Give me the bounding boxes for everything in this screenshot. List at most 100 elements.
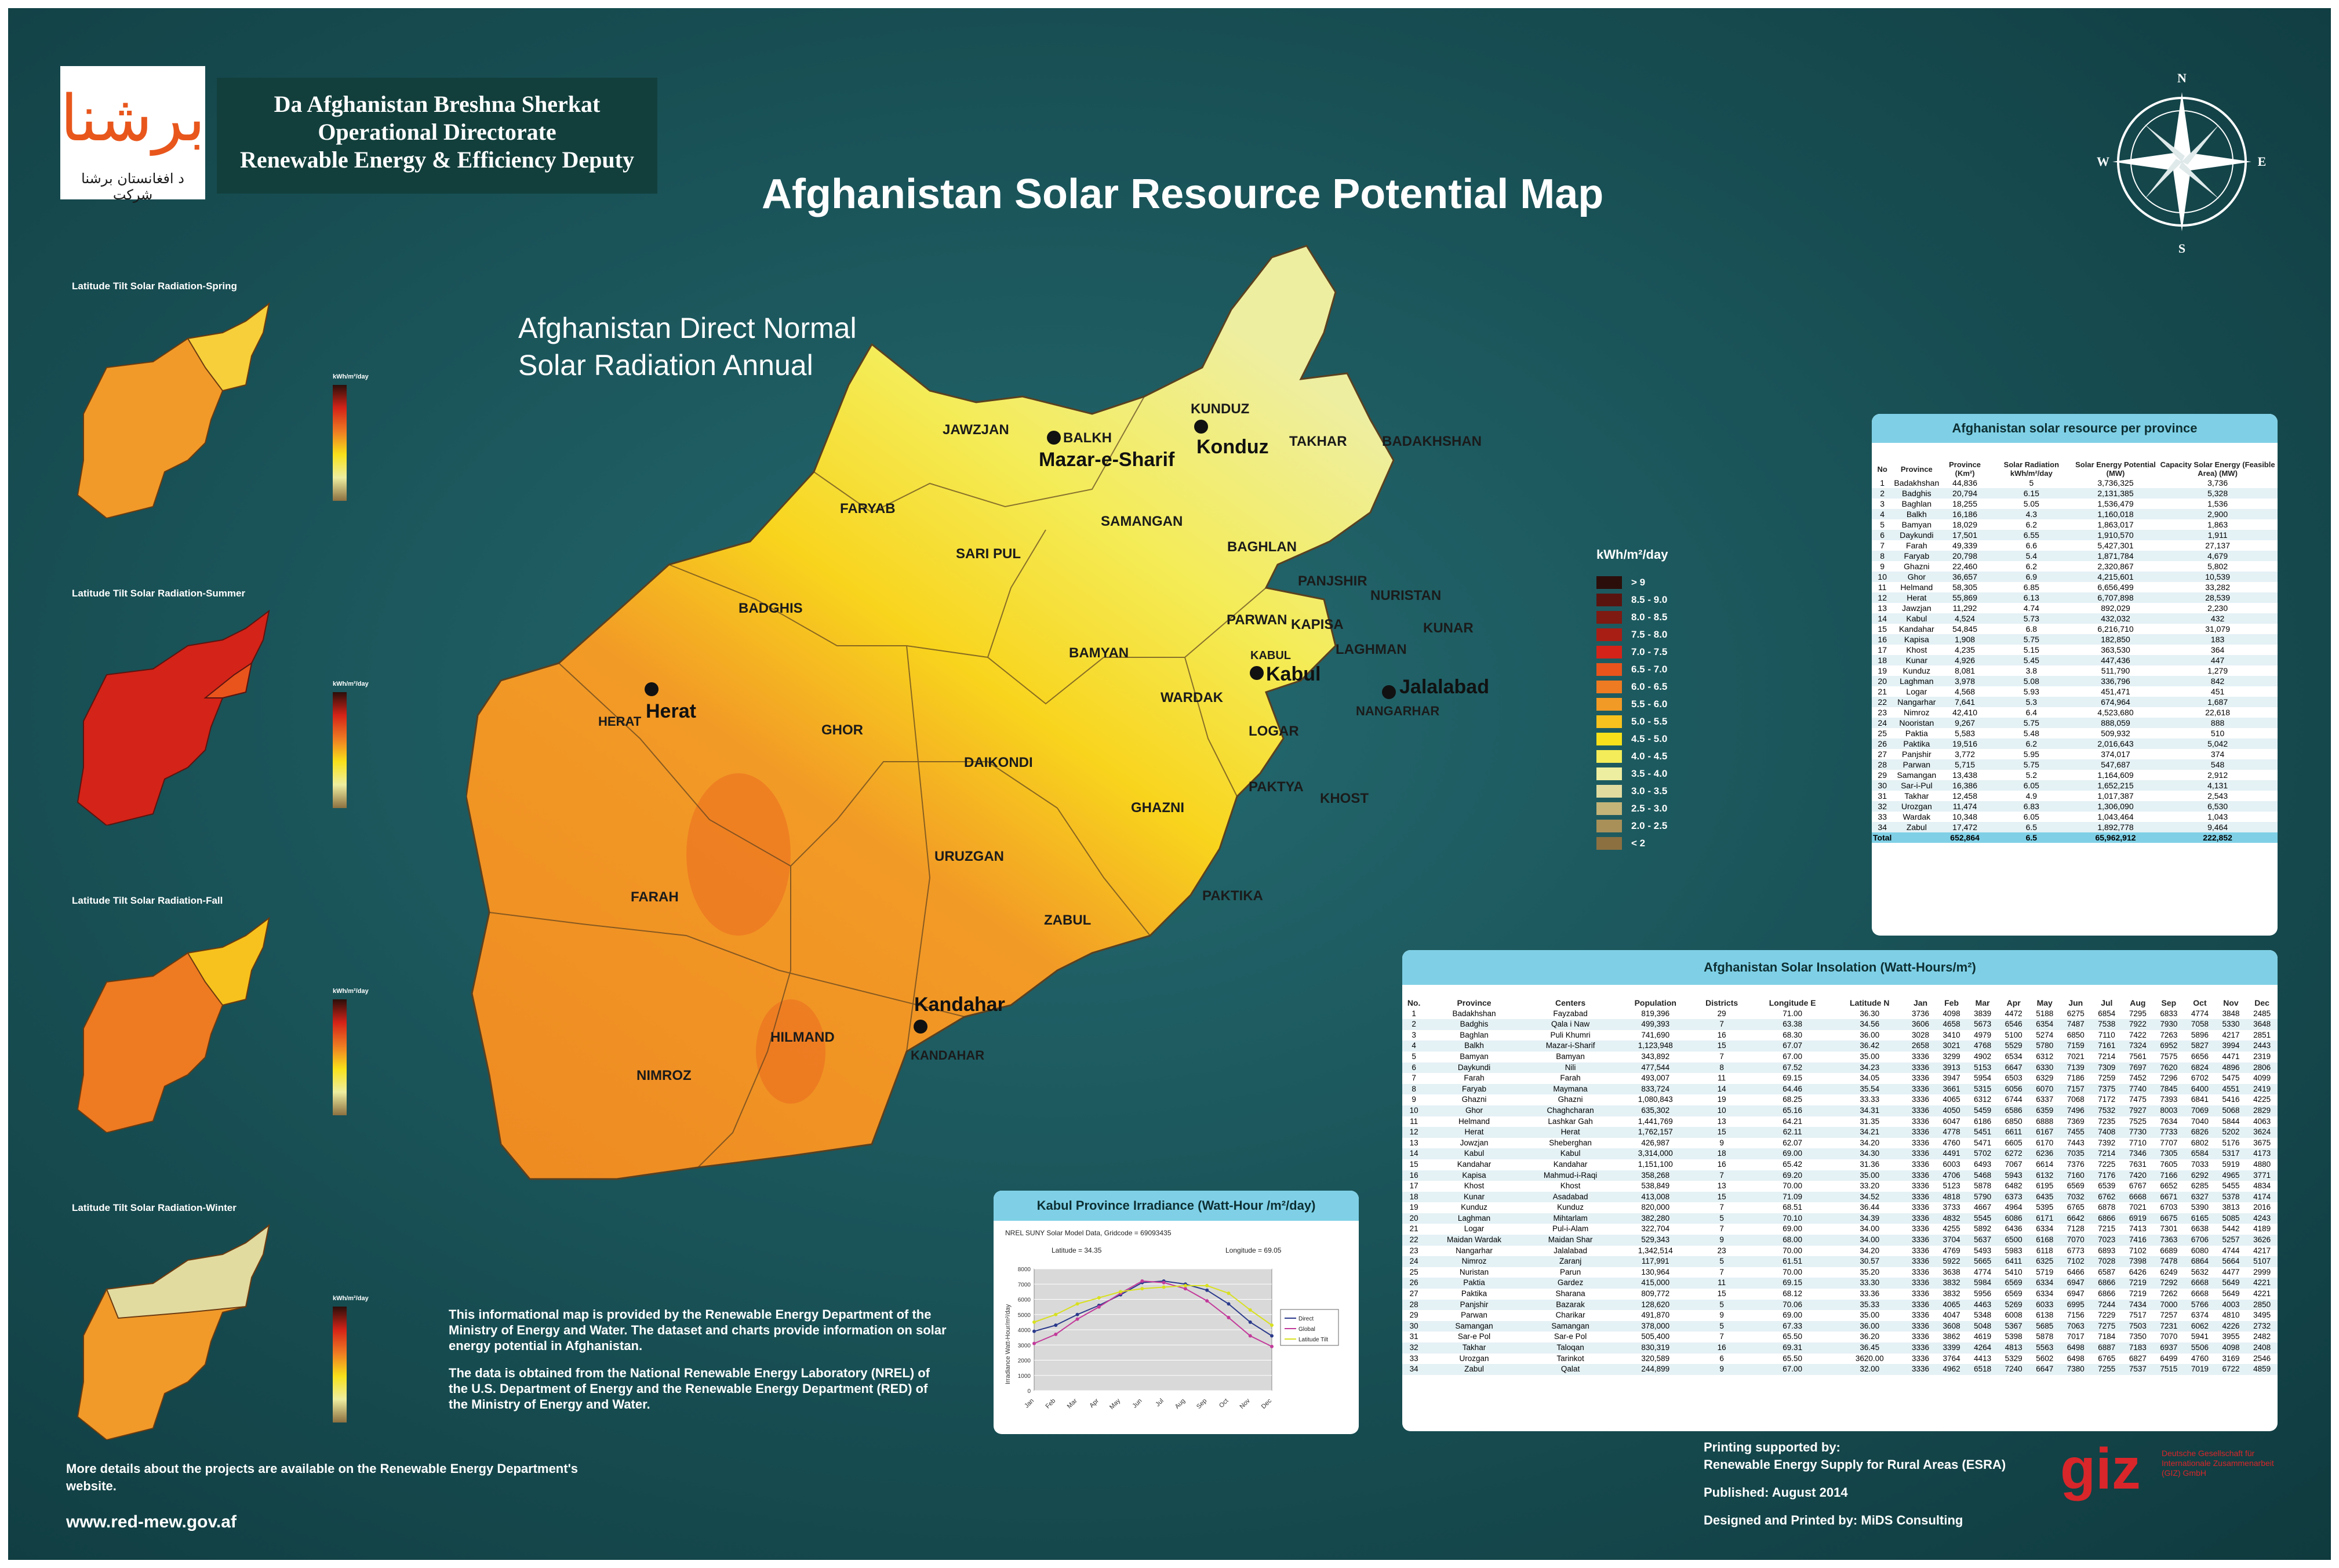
table-cell: 36.45	[1834, 1343, 1905, 1354]
table-cell: 34.30	[1834, 1148, 1905, 1159]
thumbnail-winter: Latitude Tilt Solar Radiation-Winter kWh…	[72, 1202, 396, 1446]
table-cell: 5673	[1967, 1019, 1998, 1030]
legend-swatch	[1596, 646, 1622, 659]
table-cell: 7040	[2191, 1116, 2209, 1126]
table-cell: 6824	[2184, 1062, 2216, 1074]
table-cell: 322,704	[1641, 1224, 1670, 1234]
table-cell: 547,687	[2073, 759, 2158, 770]
table-cell: 6765	[2067, 1203, 2085, 1212]
table-cell: 6086	[1998, 1213, 2029, 1224]
table-cell: 7292	[2153, 1278, 2185, 1289]
table-cell: 6493	[1974, 1159, 1992, 1169]
table-cell: 3661	[1936, 1083, 1967, 1095]
table-cell: 8,081	[1955, 666, 1976, 675]
table-cell: 6833	[2160, 1009, 2178, 1018]
table-cell: 1,652,215	[2073, 780, 2158, 791]
table-cell: 34.00	[1860, 1224, 1880, 1234]
province-boundaries	[489, 396, 1267, 1168]
data-point	[1248, 1334, 1252, 1338]
org-line: Da Afghanistan Breshna Sherkat	[274, 91, 601, 117]
table-cell: 5,042	[2158, 738, 2278, 749]
table-cell: Qala i Naw	[1522, 1019, 1618, 1030]
thumbnail-legend-title: kWh/m²/day	[333, 1295, 369, 1302]
table-cell: 3,314,000	[1618, 1148, 1693, 1159]
table-cell: 28,539	[2158, 592, 2278, 603]
table-cell: 5956	[1974, 1289, 1992, 1298]
table-cell: 1,043,464	[2097, 812, 2134, 821]
table-cell: 3336	[1905, 1191, 1936, 1203]
legend-row: 2.5 - 3.0	[1596, 800, 1668, 817]
table-cell: 6,216,710	[2097, 624, 2134, 634]
table-cell: Badakhshan	[1894, 478, 1940, 488]
table-cell: 6947	[2060, 1278, 2091, 1289]
province-label: KABUL	[1250, 649, 1291, 662]
table-body: 1 Badakhshan 44,836 5 3,736,325 3,736 2 Badghis…	[1872, 478, 2278, 843]
thumbnail-title: Latitude Tilt Solar Radiation-Summer	[72, 588, 246, 599]
table-cell: 4962	[1936, 1364, 1967, 1375]
table-cell: 3336	[1912, 1311, 1930, 1320]
table-cell: 833,724	[1618, 1083, 1693, 1095]
table-cell: 67.00	[1783, 1052, 1803, 1061]
kabul-panel-title: Kabul Province Irradiance (Watt-Hour /m²…	[994, 1191, 1359, 1221]
table-cell: 27	[1878, 750, 1887, 759]
thumbnail-legend-title: kWh/m²/day	[333, 681, 369, 687]
table-cell: 3336	[1905, 1062, 1936, 1074]
table-row: 11 Helmand 58,305 6.85 6,656,499 33,282	[1872, 582, 2278, 592]
table-cell: 6569	[2005, 1289, 2022, 1298]
table-cell: 6170	[2036, 1138, 2054, 1147]
giz-logo: giz	[2060, 1436, 2141, 1501]
table-cell: 12	[1872, 592, 1893, 603]
table-cell: 5315	[1967, 1083, 1998, 1095]
website-link[interactable]: www.red-mew.gov.af	[66, 1512, 237, 1531]
table-cell: Kapisa	[1893, 634, 1941, 645]
legend-swatch	[1596, 767, 1622, 780]
insolation-table: No. Province Centers Population Districts Lon…	[1402, 998, 2278, 1375]
table-cell: 21	[1409, 1224, 1418, 1234]
table-cell: 5.15	[2023, 645, 2039, 654]
y-tick-label: 6000	[1018, 1297, 1031, 1304]
table-cell: 635,302	[1618, 1105, 1693, 1116]
table-row: 17 Khost Khost 538,849 13 70.00 33.20 3336 5123 5…	[1402, 1181, 2278, 1192]
table-cell: 6.05	[2023, 812, 2039, 821]
table-cell: 5.2	[2025, 770, 2038, 780]
legend-title: kWh/m²/day	[1596, 547, 1668, 562]
table-row: 13 Jawzjan 11,292 4.74 892,029 2,230	[1872, 603, 2278, 613]
table-cell: 3,736	[2207, 478, 2228, 488]
table-cell: Khost	[1560, 1181, 1581, 1191]
table-cell: 29	[1878, 770, 1887, 780]
table-cell: 5367	[1998, 1320, 2029, 1332]
table-header-cell: Province	[1900, 464, 1933, 474]
table-cell: 14	[1872, 613, 1893, 624]
legend-row: 4.0 - 4.5	[1596, 748, 1668, 765]
data-point	[1140, 1287, 1144, 1291]
table-cell: 6702	[2191, 1074, 2209, 1083]
table-cell: 4217	[2222, 1030, 2240, 1039]
organization-box: Da Afghanistan Breshna Sherkat Operation…	[217, 78, 657, 194]
table-cell: 5	[1693, 1299, 1751, 1311]
legend-label: 7.5 - 8.0	[1631, 629, 1668, 640]
table-row: 15 Kandahar 54,845 6.8 6,216,710 31,079	[1872, 624, 2278, 634]
table-cell: 7058	[2184, 1019, 2216, 1030]
table-cell: 42,410	[1952, 708, 1977, 717]
legend-label: 6.5 - 7.0	[1631, 664, 1668, 675]
table-cell: 4047	[1943, 1311, 1960, 1320]
table-cell: 5257	[2215, 1235, 2247, 1246]
table-cell: 7032	[2060, 1191, 2091, 1203]
table-cell: 69.00	[1783, 1311, 1803, 1320]
table-cell: Baghlan	[1901, 499, 1932, 508]
table-cell: 34.56	[1834, 1019, 1905, 1030]
table-cell: 4,215,601	[2073, 572, 2158, 582]
table-cell: 3336	[1912, 1052, 1930, 1061]
table-cell: 5471	[1974, 1138, 1992, 1147]
table-cell: 7496	[2060, 1105, 2091, 1116]
table-cell: 3626	[2246, 1235, 2278, 1246]
table-row: 13 Jowzjan Sheberghan 426,987 9 62.07 34.20 333…	[1402, 1138, 2278, 1149]
table-cell: 5.05	[2023, 499, 2039, 508]
table-cell: 5602	[2036, 1354, 2054, 1363]
table-cell: 6675	[2153, 1213, 2185, 1224]
table-cell: 69.00	[1783, 1224, 1803, 1234]
table-cell: 4	[1402, 1041, 1426, 1052]
table-cell: 7538	[2091, 1019, 2123, 1030]
table-cell: Panjshir	[1425, 1299, 1523, 1311]
table-row: 28 Panjshir Bazarak 128,620 5 70.06 35.33 3336 4…	[1402, 1299, 2278, 1311]
